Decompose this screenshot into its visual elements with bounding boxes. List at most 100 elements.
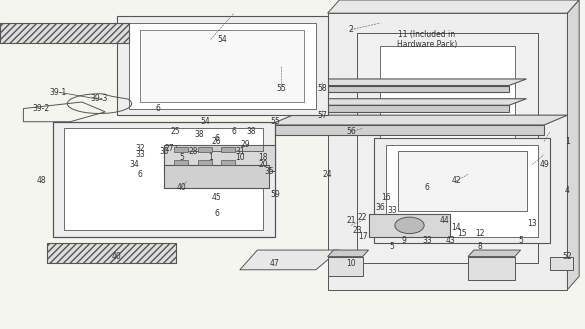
Polygon shape <box>328 0 579 13</box>
Text: 8: 8 <box>477 242 482 251</box>
Text: 33: 33 <box>387 206 397 215</box>
Polygon shape <box>567 0 579 290</box>
Text: 38: 38 <box>247 127 256 136</box>
Bar <box>221 160 235 165</box>
Text: 11 (Included in
Hardware Pack): 11 (Included in Hardware Pack) <box>397 30 457 49</box>
Polygon shape <box>164 164 269 188</box>
Bar <box>47 243 176 263</box>
Text: 5: 5 <box>390 242 394 251</box>
Polygon shape <box>269 86 509 92</box>
Polygon shape <box>140 30 304 102</box>
Polygon shape <box>468 257 515 280</box>
Polygon shape <box>374 138 550 243</box>
Polygon shape <box>53 122 275 237</box>
Text: 33: 33 <box>136 150 145 159</box>
Text: 14: 14 <box>452 222 461 232</box>
Text: 25: 25 <box>171 127 180 136</box>
Text: 39-2: 39-2 <box>32 104 50 113</box>
Polygon shape <box>269 115 567 125</box>
Text: 59: 59 <box>270 190 280 199</box>
Text: 28: 28 <box>188 147 198 156</box>
Text: 49: 49 <box>539 160 549 169</box>
Text: 27: 27 <box>165 143 174 153</box>
Text: 54: 54 <box>218 35 227 44</box>
Text: 47: 47 <box>270 259 280 268</box>
Text: 26: 26 <box>212 137 221 146</box>
Text: 44: 44 <box>440 216 449 225</box>
Text: 56: 56 <box>346 127 356 136</box>
Text: 6: 6 <box>214 209 219 218</box>
Polygon shape <box>328 13 567 290</box>
Text: 1: 1 <box>208 153 213 163</box>
Text: 2: 2 <box>349 25 353 34</box>
Polygon shape <box>164 145 275 171</box>
Polygon shape <box>269 125 544 135</box>
Bar <box>198 160 212 165</box>
Bar <box>221 147 235 152</box>
Bar <box>198 147 212 152</box>
Text: 15: 15 <box>457 229 467 238</box>
Text: 55: 55 <box>276 84 285 93</box>
Text: 32: 32 <box>136 143 145 153</box>
Text: 42: 42 <box>452 176 461 186</box>
Text: 31: 31 <box>235 147 245 156</box>
Text: 34: 34 <box>130 160 139 169</box>
Text: 20: 20 <box>259 160 268 169</box>
Text: 1: 1 <box>565 137 570 146</box>
Text: 5: 5 <box>518 236 523 245</box>
Text: 35: 35 <box>264 166 274 176</box>
Polygon shape <box>386 145 538 237</box>
Text: 39-3: 39-3 <box>91 94 108 103</box>
Bar <box>174 147 188 152</box>
Text: 16: 16 <box>381 193 391 202</box>
Text: 57: 57 <box>317 111 326 120</box>
Text: 23: 23 <box>352 226 362 235</box>
Text: 33: 33 <box>422 236 432 245</box>
Text: 36: 36 <box>376 203 385 212</box>
Polygon shape <box>398 151 526 211</box>
Text: 22: 22 <box>358 213 367 222</box>
Text: 13: 13 <box>528 219 537 228</box>
Text: 5: 5 <box>179 153 184 163</box>
Text: 6: 6 <box>138 170 143 179</box>
Text: 6: 6 <box>232 127 236 136</box>
Text: 10: 10 <box>235 153 245 163</box>
Text: 6: 6 <box>156 104 160 113</box>
Polygon shape <box>269 99 526 105</box>
Polygon shape <box>380 46 515 230</box>
Circle shape <box>395 217 424 234</box>
Polygon shape <box>129 23 316 109</box>
Text: 40: 40 <box>177 183 186 192</box>
Text: 40: 40 <box>112 252 122 261</box>
Text: 39-1: 39-1 <box>50 88 67 97</box>
Polygon shape <box>328 257 363 276</box>
Polygon shape <box>176 145 263 151</box>
Text: 24: 24 <box>323 170 332 179</box>
Text: 4: 4 <box>565 186 570 195</box>
Polygon shape <box>269 105 509 112</box>
Polygon shape <box>117 16 328 115</box>
Text: 29: 29 <box>241 140 250 149</box>
Text: 52: 52 <box>563 252 572 261</box>
Bar <box>0 23 129 43</box>
Text: 21: 21 <box>346 216 356 225</box>
Polygon shape <box>328 250 369 257</box>
Text: 58: 58 <box>317 84 326 93</box>
Polygon shape <box>64 128 263 230</box>
Text: 6: 6 <box>214 134 219 143</box>
Polygon shape <box>369 214 450 237</box>
Text: 9: 9 <box>401 236 406 245</box>
Text: 18: 18 <box>259 153 268 163</box>
Text: 17: 17 <box>358 232 367 241</box>
Polygon shape <box>357 33 538 263</box>
Polygon shape <box>468 250 521 257</box>
Text: 12: 12 <box>475 229 484 238</box>
Polygon shape <box>550 257 573 270</box>
Text: 43: 43 <box>446 236 455 245</box>
Text: 55: 55 <box>270 117 280 126</box>
Text: 10: 10 <box>346 259 356 268</box>
Text: 6: 6 <box>425 183 429 192</box>
Text: 48: 48 <box>36 176 46 186</box>
Polygon shape <box>269 79 526 86</box>
Bar <box>174 160 188 165</box>
